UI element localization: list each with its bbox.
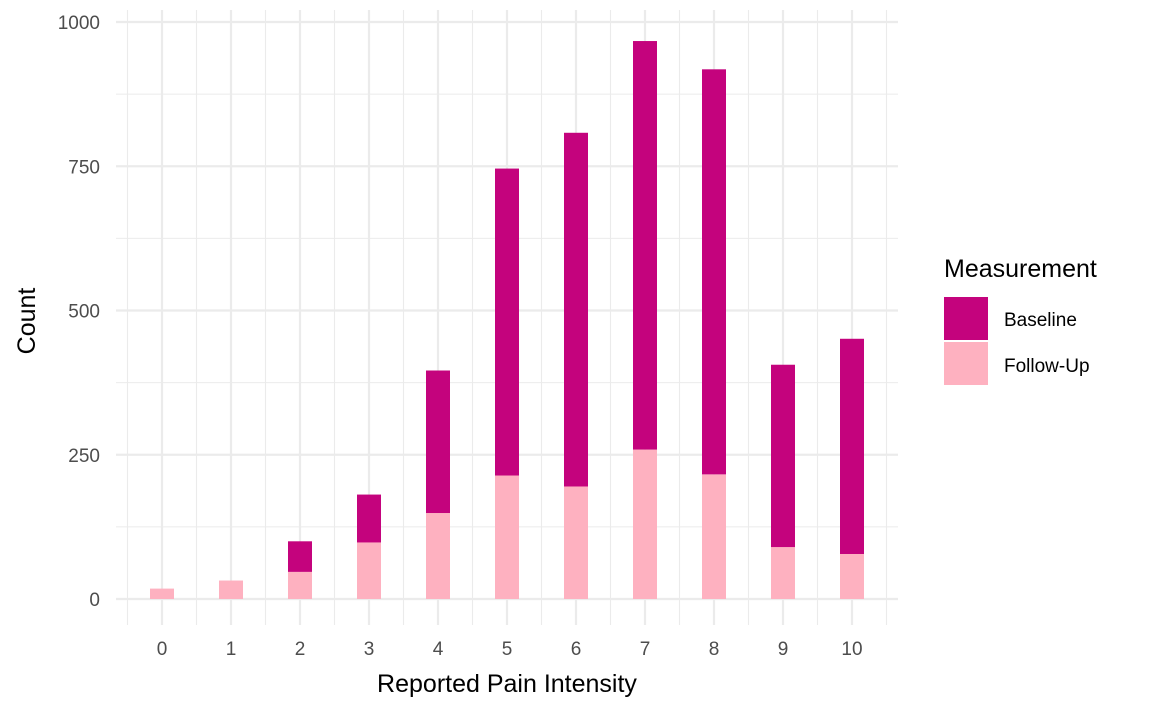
bar-follow-up-10 (840, 553, 864, 599)
bar-follow-up-5 (495, 475, 519, 599)
bar-baseline-8 (702, 69, 726, 475)
bar-follow-up-4 (426, 513, 450, 599)
legend-title: Measurement (944, 255, 1097, 283)
x-tick-label: 7 (640, 639, 651, 660)
x-tick-label: 1 (226, 639, 237, 660)
bar-baseline-7 (633, 41, 657, 450)
bar-baseline-5 (495, 168, 519, 476)
x-axis-title: Reported Pain Intensity (377, 670, 637, 698)
bar-follow-up-6 (564, 486, 588, 599)
y-tick-label: 750 (68, 157, 100, 178)
legend-label-baseline: Baseline (1004, 310, 1077, 331)
bar-baseline-2 (288, 541, 312, 572)
x-tick-label: 4 (433, 639, 444, 660)
y-axis-ticks: 0 250 500 750 1000 (58, 13, 100, 611)
y-tick-label: 500 (68, 302, 100, 323)
legend-swatch-baseline (944, 297, 988, 340)
x-tick-label: 0 (157, 639, 168, 660)
legend-label-follow-up: Follow-Up (1004, 356, 1090, 377)
y-axis-title: Count (13, 288, 41, 355)
bar-baseline-9 (771, 364, 795, 548)
bar-follow-up-9 (771, 547, 795, 599)
x-tick-label: 2 (295, 639, 306, 660)
x-tick-label: 3 (364, 639, 375, 660)
bar-follow-up-1 (219, 580, 243, 599)
x-tick-label: 8 (709, 639, 720, 660)
x-axis-ticks: 0 1 2 3 4 5 6 7 8 9 10 (157, 639, 863, 660)
bar-follow-up-8 (702, 474, 726, 599)
x-tick-label: 6 (571, 639, 582, 660)
x-tick-label: 9 (778, 639, 789, 660)
y-tick-label: 250 (68, 446, 100, 467)
x-tick-label: 10 (841, 639, 862, 660)
bar-follow-up-3 (357, 542, 381, 599)
bar-follow-up-2 (288, 571, 312, 599)
legend: Measurement Baseline Follow-Up (944, 255, 1097, 385)
legend-swatch-follow-up (944, 342, 988, 385)
bar-baseline-3 (357, 494, 381, 543)
bars (150, 41, 864, 599)
y-tick-label: 1000 (58, 13, 100, 34)
x-tick-label: 5 (502, 639, 513, 660)
bar-baseline-6 (564, 132, 588, 487)
bar-baseline-4 (426, 370, 450, 514)
bar-follow-up-7 (633, 449, 657, 599)
y-tick-label: 0 (89, 590, 100, 611)
bar-follow-up-0 (150, 588, 174, 599)
bar-baseline-10 (840, 338, 864, 554)
